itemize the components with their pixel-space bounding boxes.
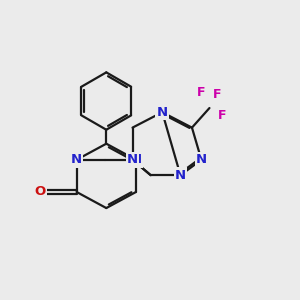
- Text: N: N: [157, 106, 168, 119]
- Text: N: N: [130, 153, 142, 166]
- Text: N: N: [196, 153, 207, 166]
- Text: N: N: [71, 153, 82, 166]
- Text: N: N: [127, 153, 138, 166]
- Text: F: F: [196, 86, 205, 99]
- Text: N: N: [175, 169, 186, 182]
- Text: F: F: [218, 109, 226, 122]
- Text: F: F: [213, 88, 222, 101]
- Text: O: O: [34, 185, 46, 199]
